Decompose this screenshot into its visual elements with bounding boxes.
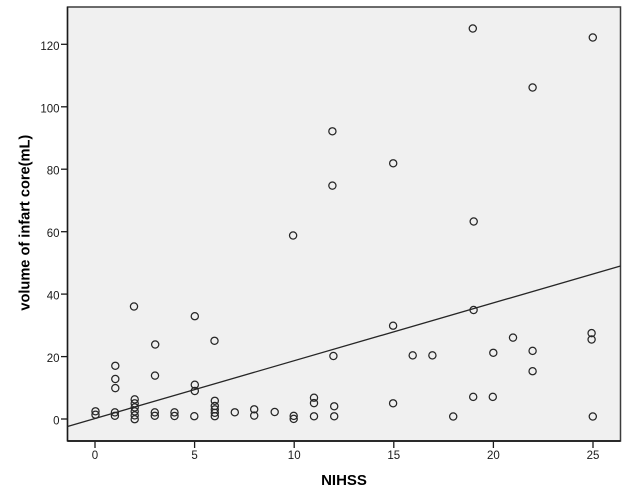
svg-text:120: 120 <box>40 41 59 53</box>
svg-text:100: 100 <box>40 103 59 115</box>
svg-text:5: 5 <box>191 450 197 462</box>
svg-text:15: 15 <box>387 450 400 462</box>
svg-text:40: 40 <box>47 291 60 303</box>
svg-text:20: 20 <box>47 353 60 365</box>
svg-text:80: 80 <box>47 166 60 178</box>
svg-text:0: 0 <box>92 450 98 462</box>
svg-text:25: 25 <box>587 450 600 462</box>
svg-text:10: 10 <box>288 450 301 462</box>
svg-text:60: 60 <box>47 228 60 240</box>
svg-text:volume of infart core(mL): volume of infart core(mL) <box>17 135 33 311</box>
svg-text:NIHSS: NIHSS <box>321 472 367 489</box>
svg-text:0: 0 <box>53 416 59 428</box>
svg-text:20: 20 <box>487 450 500 462</box>
